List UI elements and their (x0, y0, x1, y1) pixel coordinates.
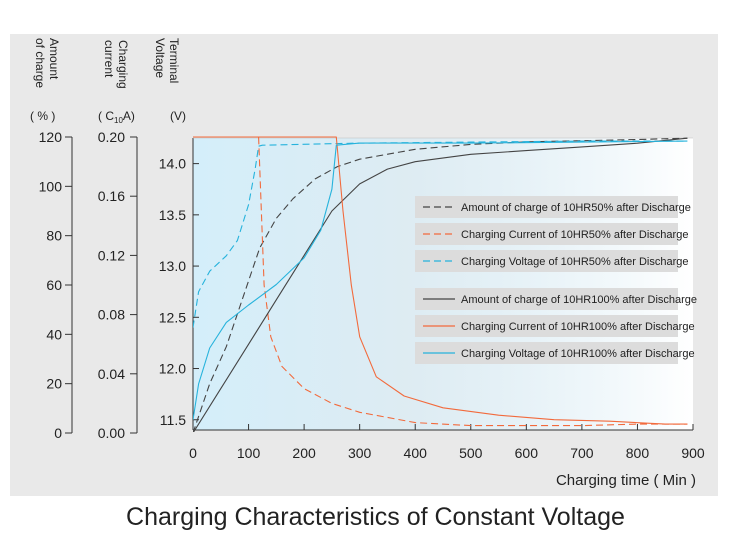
series-line (193, 136, 688, 425)
legend-label: Charging Voltage of 10HR100% after Disch… (461, 348, 695, 360)
series-line (193, 140, 688, 328)
x-tick-label: 100 (237, 445, 261, 461)
legend-entry-bg (415, 342, 678, 364)
current-tick-label: 0.08 (98, 307, 125, 323)
current-axis-header: Charging current ( C10A) (98, 40, 135, 125)
legend-entry-bg (415, 288, 678, 310)
x-tick-label: 900 (681, 445, 705, 461)
series-line (193, 137, 688, 432)
current-axis-title-line1: Charging (116, 40, 130, 89)
x-axis-title: Charging time ( Min ) (556, 472, 696, 489)
series-line (193, 136, 688, 427)
legend-label: Amount of charge of 10HR50% after Discha… (461, 202, 691, 214)
voltage-tick-label: 13.0 (159, 258, 186, 274)
voltage-tick-label: 12.5 (159, 309, 186, 325)
series-layer (193, 136, 688, 432)
voltage-tick-label: 12.0 (159, 361, 186, 377)
plot-area (193, 138, 693, 430)
current-axis-unit: ( C10A) (98, 109, 135, 125)
legend-entry-bg (415, 250, 678, 272)
charge-tick-label: 40 (46, 326, 62, 342)
voltage-tick-label: 13.5 (159, 207, 186, 223)
legend-label: Amount of charge of 10HR100% after Disch… (461, 294, 697, 306)
current-tick-label: 0.12 (98, 247, 125, 263)
voltage-tick-label: 11.5 (160, 412, 186, 428)
current-tick-label: 0.20 (98, 129, 125, 145)
series-line (193, 137, 688, 432)
legend-label: Charging Current of 10HR50% after Discha… (461, 229, 688, 241)
series-line (193, 140, 688, 420)
legend-entry-bg (415, 196, 678, 218)
x-tick-label: 0 (189, 445, 197, 461)
voltage-axis-title-line1: Terminal (167, 38, 181, 83)
current-tick-label: 0.00 (98, 425, 125, 441)
voltage-axis-unit: (V) (170, 109, 186, 123)
x-tick-label: 200 (292, 445, 316, 461)
x-tick-label: 700 (570, 445, 594, 461)
x-tick-label: 300 (348, 445, 372, 461)
legend-entry-bg (415, 223, 678, 245)
charge-axis-title-line2: of charge (33, 38, 47, 88)
charge-tick-label: 0 (54, 425, 62, 441)
charge-axis-title-line1: Amount (47, 38, 61, 80)
legend-entry-bg (415, 315, 678, 337)
charge-tick-label: 100 (39, 178, 63, 194)
legend: Amount of charge of 10HR50% after Discha… (415, 196, 697, 364)
legend-label: Charging Current of 10HR100% after Disch… (461, 321, 695, 333)
voltage-tick-label: 14.0 (159, 156, 186, 172)
charge-tick-label: 120 (39, 129, 63, 145)
figure-caption: Charging Characteristics of Constant Vol… (126, 503, 625, 531)
voltage-axis-header: Terminal Voltage (V) (153, 38, 186, 123)
x-tick-label: 500 (459, 445, 483, 461)
legend-label: Charging Voltage of 10HR50% after Discha… (461, 256, 688, 268)
current-axis-title-line2: current (102, 40, 116, 78)
charge-tick-label: 80 (46, 228, 62, 244)
charge-tick-label: 60 (46, 277, 62, 293)
voltage-axis-title-line2: Voltage (153, 38, 167, 78)
current-tick-label: 0.04 (98, 366, 125, 382)
x-tick-label: 400 (404, 445, 428, 461)
current-tick-label: 0.16 (98, 188, 125, 204)
axes-layer: 0 20 40 60 80 100 120 0.00 0.04 0.08 0.12 0.16 0.20 1… (39, 129, 705, 461)
x-tick-label: 800 (626, 445, 650, 461)
charge-tick-label: 20 (46, 376, 62, 392)
x-tick-label: 600 (515, 445, 539, 461)
charge-axis-header: Amount of charge ( % ) (30, 38, 61, 123)
charge-axis-unit: ( % ) (30, 109, 55, 123)
